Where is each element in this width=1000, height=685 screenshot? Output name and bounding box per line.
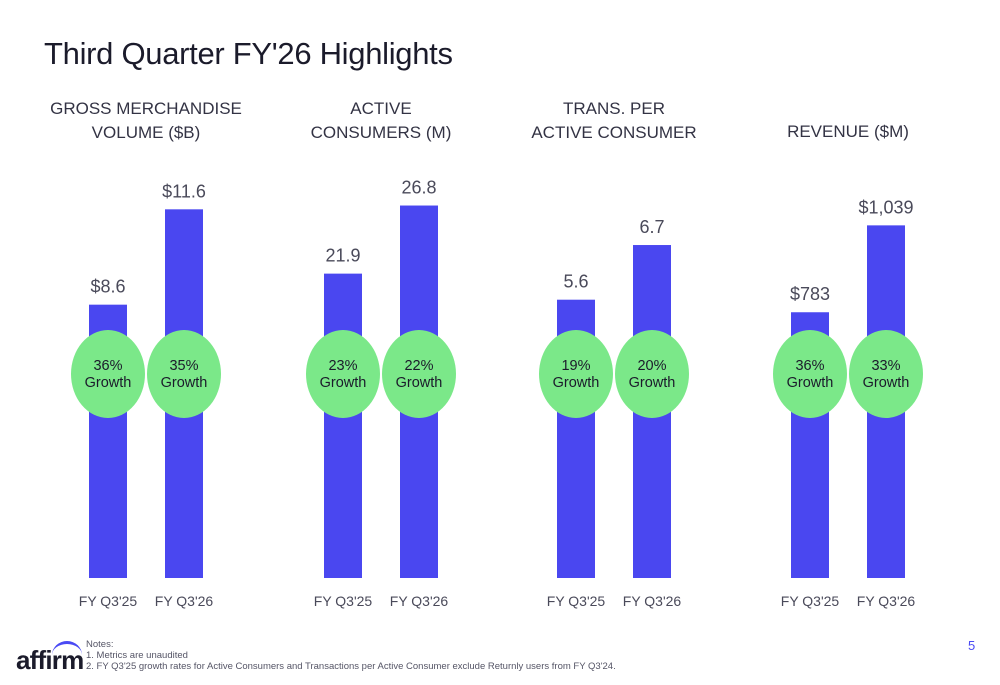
growth-word: Growth	[629, 375, 676, 391]
value-label: 6.7	[639, 217, 664, 237]
growth-badge	[539, 330, 613, 418]
growth-percent: 33%	[871, 358, 900, 374]
value-label: 26.8	[401, 178, 436, 198]
growth-percent: 20%	[637, 358, 666, 374]
growth-word: Growth	[787, 375, 834, 391]
page-title: Third Quarter FY'26 Highlights	[44, 36, 453, 71]
note-2: 2. FY Q3'25 growth rates for Active Cons…	[86, 661, 616, 672]
bar	[324, 273, 362, 578]
growth-percent: 23%	[328, 358, 357, 374]
value-label: 21.9	[325, 246, 360, 266]
chart-title-line: CONSUMERS (M)	[311, 123, 452, 142]
chart-title-line: ACTIVE	[350, 99, 411, 118]
growth-word: Growth	[396, 375, 443, 391]
growth-word: Growth	[863, 375, 910, 391]
growth-word: Growth	[85, 375, 132, 391]
value-label: $783	[790, 284, 830, 304]
growth-percent: 36%	[795, 358, 824, 374]
value-label: $1,039	[858, 197, 913, 217]
affirm-logo: affirm	[16, 641, 84, 676]
chart-title-line: GROSS MERCHANDISE	[50, 99, 242, 118]
growth-badge	[849, 330, 923, 418]
x-tick-label: FY Q3'26	[857, 593, 916, 609]
value-label: 5.6	[563, 272, 588, 292]
chart-title-line: VOLUME ($B)	[92, 123, 201, 142]
growth-percent: 36%	[93, 358, 122, 374]
growth-word: Growth	[320, 375, 367, 391]
growth-word: Growth	[553, 375, 600, 391]
value-label: $8.6	[90, 277, 125, 297]
growth-badge	[71, 330, 145, 418]
chart-title-line: ACTIVE CONSUMER	[531, 123, 696, 142]
notes-heading: Notes:	[86, 639, 114, 650]
growth-percent: 19%	[561, 358, 590, 374]
note-1: 1. Metrics are unaudited	[86, 650, 188, 661]
x-tick-label: FY Q3'26	[623, 593, 682, 609]
growth-badge	[773, 330, 847, 418]
chart-title-line: TRANS. PER	[563, 99, 665, 118]
growth-badge	[382, 330, 456, 418]
value-label: $11.6	[162, 181, 206, 201]
chart-title-line: REVENUE ($M)	[787, 122, 909, 141]
x-tick-label: FY Q3'25	[314, 593, 373, 609]
x-tick-label: FY Q3'26	[390, 593, 449, 609]
x-tick-label: FY Q3'25	[79, 593, 138, 609]
growth-percent: 22%	[404, 358, 433, 374]
page-number: 5	[968, 638, 976, 653]
growth-word: Growth	[161, 375, 208, 391]
x-tick-label: FY Q3'25	[547, 593, 606, 609]
footnotes: Notes: 1. Metrics are unaudited 2. FY Q3…	[86, 639, 616, 672]
x-tick-label: FY Q3'26	[155, 593, 214, 609]
growth-percent: 35%	[169, 358, 198, 374]
growth-badge	[147, 330, 221, 418]
logo-arc-icon	[52, 641, 82, 655]
growth-badge	[615, 330, 689, 418]
x-tick-label: FY Q3'25	[781, 593, 840, 609]
growth-badge	[306, 330, 380, 418]
